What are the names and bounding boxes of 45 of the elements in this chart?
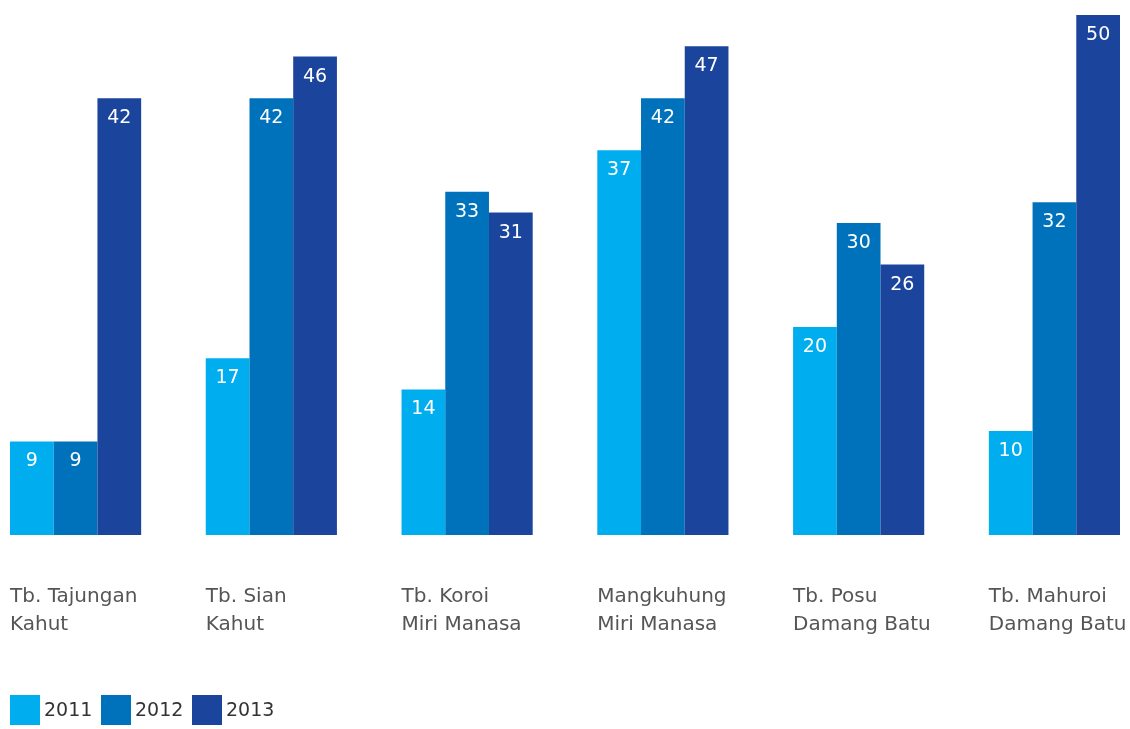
bar bbox=[988, 431, 1033, 535]
data-label: 9 bbox=[25, 448, 38, 471]
bar bbox=[1032, 202, 1077, 535]
data-label: 47 bbox=[694, 53, 719, 76]
data-label: 42 bbox=[107, 105, 132, 128]
bar bbox=[293, 56, 337, 535]
bar bbox=[205, 358, 250, 535]
bar bbox=[793, 327, 837, 535]
bar bbox=[488, 212, 533, 535]
data-label: 10 bbox=[998, 438, 1023, 460]
data-label: 17 bbox=[215, 365, 240, 388]
legend-label: 2012 bbox=[135, 698, 184, 720]
x-tick-label: Mangkuhung Miri Manasa bbox=[597, 582, 727, 635]
data-label: 46 bbox=[302, 63, 328, 86]
bar bbox=[249, 98, 294, 535]
x-tick-label: Tb. Posu Damang Batu bbox=[792, 582, 931, 635]
bar bbox=[445, 191, 489, 535]
x-tick-label: Tb. Mahuroi Damang Batu bbox=[987, 582, 1127, 635]
data-label: 26 bbox=[890, 271, 915, 294]
legend-label: 2011 bbox=[44, 698, 93, 720]
bar bbox=[10, 441, 54, 535]
data-label: 31 bbox=[498, 219, 523, 242]
bar bbox=[836, 223, 881, 535]
data-label: 42 bbox=[259, 105, 284, 128]
data-label: 33 bbox=[455, 198, 480, 221]
bar bbox=[53, 441, 98, 535]
bar bbox=[1076, 15, 1120, 535]
data-label: 9 bbox=[69, 448, 82, 471]
bar bbox=[597, 150, 642, 535]
bar bbox=[97, 98, 142, 535]
data-label: 42 bbox=[650, 105, 675, 128]
x-tick-label: Tb. Sian Kahut bbox=[204, 582, 287, 635]
bar bbox=[401, 389, 446, 535]
data-label: 50 bbox=[1086, 22, 1111, 44]
x-tick-label: Tb. Koroi Miri Manasa bbox=[400, 582, 522, 635]
x-tick-label: Tb. Tajungan Kahut bbox=[9, 582, 138, 635]
bar bbox=[684, 46, 729, 535]
bar bbox=[641, 98, 685, 535]
data-label: 32 bbox=[1042, 209, 1067, 232]
data-label: 20 bbox=[802, 334, 828, 356]
data-label: 37 bbox=[607, 157, 632, 180]
data-label: 14 bbox=[411, 396, 436, 419]
data-label: 30 bbox=[846, 230, 871, 252]
legend-label: 2013 bbox=[226, 698, 275, 720]
bar bbox=[880, 264, 925, 535]
